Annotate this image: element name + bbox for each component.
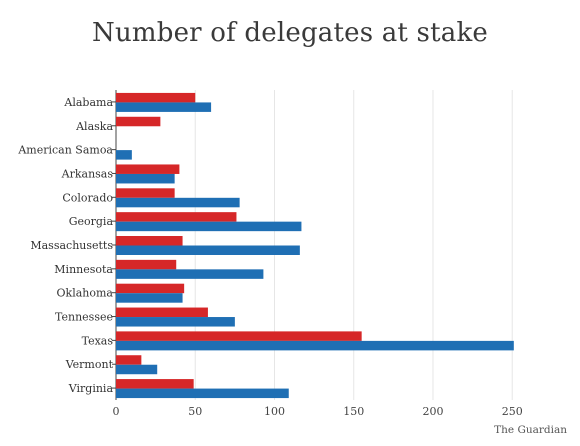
y-tick-label: Colorado xyxy=(62,191,113,204)
bar xyxy=(116,197,240,208)
bar xyxy=(116,245,300,255)
bar xyxy=(116,236,183,246)
y-tick-label: Texas xyxy=(82,334,114,347)
y-tick-label: Massachusetts xyxy=(30,239,113,252)
source-credit: The Guardian xyxy=(494,424,567,436)
bar xyxy=(116,102,212,112)
bar xyxy=(116,188,175,198)
bar xyxy=(116,150,132,160)
x-tick-label: 150 xyxy=(343,405,364,418)
y-tick-label: Tennessee xyxy=(55,311,113,324)
bar xyxy=(116,293,183,303)
bar xyxy=(116,331,362,341)
bar xyxy=(116,164,180,174)
x-tick-label: 0 xyxy=(113,405,120,418)
bar xyxy=(116,269,264,279)
x-tick-label: 50 xyxy=(188,405,202,418)
y-tick-label: Minnesota xyxy=(54,263,113,276)
y-tick-label: Vermont xyxy=(65,358,114,371)
bar xyxy=(116,116,161,127)
y-tick-label: Oklahoma xyxy=(57,287,114,300)
bar xyxy=(116,259,177,270)
y-tick-label: Virginia xyxy=(68,382,114,395)
bar xyxy=(116,307,208,318)
y-tick-label: Arkansas xyxy=(61,167,114,180)
bar xyxy=(116,317,235,327)
bar xyxy=(116,355,142,365)
bar xyxy=(116,212,237,222)
bar xyxy=(116,379,194,389)
y-tick-label: Alabama xyxy=(63,96,113,109)
bar xyxy=(116,92,196,103)
bar xyxy=(116,340,514,351)
y-tick-label: Alaska xyxy=(75,120,113,133)
bar xyxy=(116,283,185,294)
bar xyxy=(116,388,289,399)
x-tick-label: 100 xyxy=(264,405,285,418)
y-tick-label: Georgia xyxy=(69,215,114,228)
bar xyxy=(116,173,175,184)
chart-title: Number of delegates at stake xyxy=(92,18,488,48)
x-tick-label: 250 xyxy=(502,405,523,418)
bar xyxy=(116,364,158,375)
bar xyxy=(116,221,302,232)
x-tick-label: 200 xyxy=(422,405,443,418)
y-tick-label: American Samoa xyxy=(17,144,113,157)
